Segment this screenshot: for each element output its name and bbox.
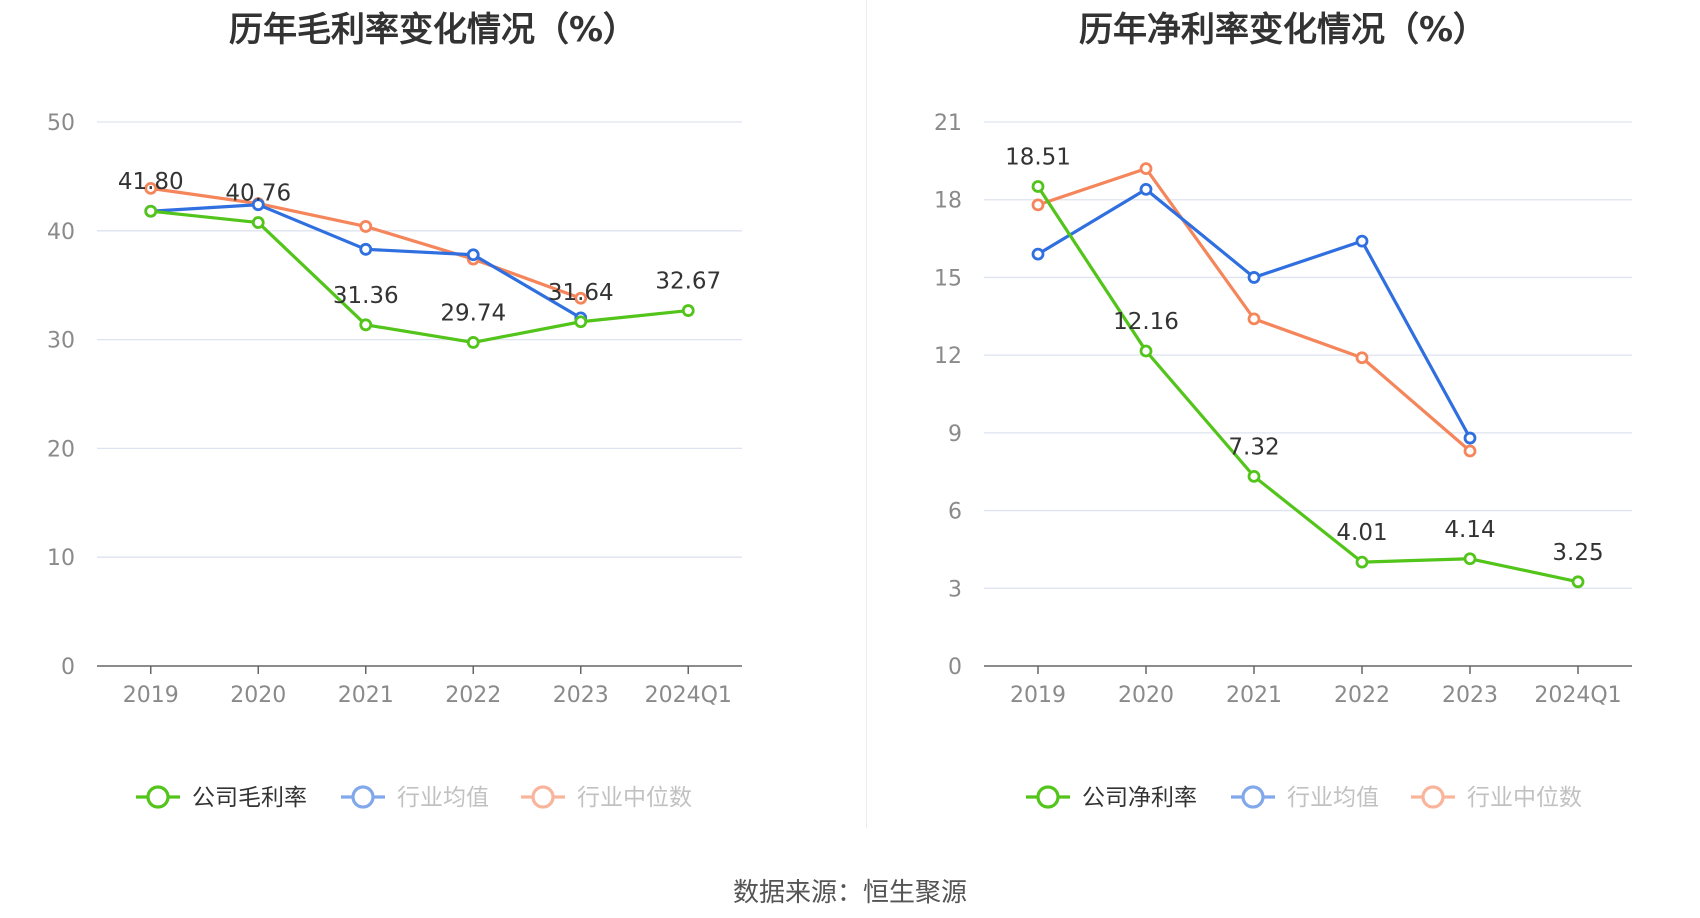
data-point-company[interactable] bbox=[1031, 180, 1045, 193]
legend-marker bbox=[1421, 785, 1445, 809]
x-tick-label: 2024Q1 bbox=[645, 683, 732, 708]
gross-margin-chart: 0 10 20 30 40 50 2019 2020 2021 2022 2023 2024Q1 41.… bbox=[47, 111, 742, 811]
legend-label: 行业中位数 bbox=[1467, 785, 1582, 811]
data-point-industry_median[interactable] bbox=[1247, 312, 1261, 326]
data-label: 12.16 bbox=[1113, 309, 1179, 335]
net-margin-chart: 0 3 6 9 12 15 18 21 2019 2020 2021 2022 2023 2024Q1 18… bbox=[934, 111, 1632, 811]
data-point-industry_median[interactable] bbox=[359, 220, 373, 233]
legend-marker bbox=[1036, 785, 1060, 809]
data-label: 7.32 bbox=[1228, 434, 1279, 460]
y-tick-label: 18 bbox=[934, 189, 962, 214]
data-point-industry_avg[interactable] bbox=[1031, 247, 1045, 261]
data-label: 41.80 bbox=[118, 169, 184, 195]
data-point-company[interactable] bbox=[144, 204, 158, 218]
data-point-industry_avg[interactable] bbox=[359, 242, 373, 256]
legend-item-company[interactable]: 公司毛利率 bbox=[136, 785, 307, 811]
series-line-company bbox=[1036, 185, 1579, 584]
series-line-company bbox=[150, 209, 689, 345]
data-point-industry_avg[interactable] bbox=[1247, 271, 1261, 284]
data-point-company[interactable] bbox=[359, 318, 373, 332]
legend-label: 行业均值 bbox=[1287, 785, 1379, 811]
y-tick-label: 30 bbox=[47, 329, 75, 354]
data-label: 31.36 bbox=[333, 283, 399, 309]
y-tick-label: 50 bbox=[47, 111, 75, 136]
data-point-industry_median[interactable] bbox=[1139, 162, 1153, 176]
legend-marker bbox=[351, 785, 375, 809]
series-line-industry_median bbox=[1037, 167, 1472, 453]
data-point-company[interactable] bbox=[251, 216, 265, 229]
x-tick-label: 2021 bbox=[1226, 683, 1282, 708]
x-tick-label: 2024Q1 bbox=[1534, 683, 1621, 708]
data-point-industry_avg[interactable] bbox=[1355, 234, 1369, 248]
x-tick-label: 2019 bbox=[123, 683, 179, 708]
y-tick-label: 9 bbox=[948, 422, 962, 447]
legend-item-industry_median[interactable]: 行业中位数 bbox=[1411, 785, 1582, 811]
legend-item-company[interactable]: 公司净利率 bbox=[1026, 785, 1197, 811]
net-margin-chart-title: 历年净利率变化情况（%） bbox=[1078, 10, 1488, 50]
data-point-industry_avg[interactable] bbox=[466, 248, 480, 262]
y-tick-label: 3 bbox=[948, 577, 962, 602]
data-point-industry_avg[interactable] bbox=[1463, 431, 1477, 445]
legend-item-industry_avg[interactable]: 行业均值 bbox=[341, 785, 489, 811]
legend-label: 公司毛利率 bbox=[192, 785, 307, 811]
data-label: 40.76 bbox=[225, 181, 291, 207]
data-point-industry_median[interactable] bbox=[1355, 351, 1369, 365]
panel-divider bbox=[866, 0, 867, 828]
data-label: 18.51 bbox=[1005, 145, 1071, 171]
data-point-company[interactable] bbox=[1355, 555, 1369, 569]
y-tick-label: 21 bbox=[934, 111, 962, 136]
legend-label: 公司净利率 bbox=[1082, 785, 1197, 811]
y-tick-label: 6 bbox=[948, 500, 962, 525]
data-point-company[interactable] bbox=[1247, 469, 1261, 483]
gross-margin-chart-title: 历年毛利率变化情况（%） bbox=[228, 10, 638, 50]
data-point-industry_median[interactable] bbox=[1031, 198, 1045, 212]
x-tick-label: 2022 bbox=[1334, 683, 1390, 708]
legend-marker bbox=[1241, 785, 1265, 809]
data-point-industry_median[interactable] bbox=[144, 181, 158, 195]
data-label: 4.14 bbox=[1444, 517, 1495, 543]
data-point-company[interactable] bbox=[1571, 575, 1585, 589]
data-point-company[interactable] bbox=[681, 304, 695, 317]
data-label: 32.67 bbox=[655, 269, 721, 295]
y-tick-label: 10 bbox=[47, 546, 75, 571]
data-point-industry_median[interactable] bbox=[574, 291, 588, 305]
x-tick-label: 2021 bbox=[338, 683, 394, 708]
data-point-company[interactable] bbox=[574, 315, 588, 329]
data-label: 4.01 bbox=[1336, 520, 1387, 546]
x-tick-label: 2023 bbox=[1442, 683, 1498, 708]
x-tick-label: 2023 bbox=[553, 683, 609, 708]
legend-marker bbox=[146, 785, 170, 809]
y-tick-label: 15 bbox=[934, 266, 962, 291]
legend-label: 行业均值 bbox=[397, 785, 489, 811]
legend-label: 行业中位数 bbox=[577, 785, 692, 811]
data-point-industry_median[interactable] bbox=[1463, 444, 1477, 458]
y-tick-label: 40 bbox=[47, 220, 75, 245]
y-tick-label: 0 bbox=[61, 655, 75, 680]
y-tick-label: 12 bbox=[934, 344, 962, 369]
legend-marker bbox=[531, 785, 555, 809]
legend-item-industry_median[interactable]: 行业中位数 bbox=[521, 785, 692, 811]
data-point-industry_avg[interactable] bbox=[1139, 182, 1153, 196]
data-label: 29.74 bbox=[440, 300, 506, 326]
data-label: 3.25 bbox=[1552, 540, 1603, 566]
y-tick-label: 20 bbox=[47, 437, 75, 462]
data-point-company[interactable] bbox=[466, 336, 480, 349]
legend-item-industry_avg[interactable]: 行业均值 bbox=[1231, 785, 1379, 811]
data-point-company[interactable] bbox=[1463, 552, 1477, 566]
data-label: 31.64 bbox=[548, 280, 614, 306]
y-tick-label: 0 bbox=[948, 655, 962, 680]
data-point-company[interactable] bbox=[1139, 344, 1153, 358]
gross-margin-chart-panel: 历年毛利率变化情况（%） 0 10 20 30 40 50 2019 2020 2021 2022… bbox=[0, 0, 866, 830]
data-source-footer: 数据来源：恒生聚源 bbox=[732, 878, 967, 908]
x-tick-label: 2020 bbox=[1118, 683, 1174, 708]
x-tick-label: 2022 bbox=[445, 683, 501, 708]
x-tick-label: 2019 bbox=[1010, 683, 1066, 708]
data-point-industry_avg[interactable] bbox=[251, 198, 265, 212]
net-margin-chart-panel: 历年净利率变化情况（%） 0 3 6 9 12 15 18 21 2019 2020 2021 202… bbox=[866, 0, 1700, 830]
x-tick-label: 2020 bbox=[230, 683, 286, 708]
